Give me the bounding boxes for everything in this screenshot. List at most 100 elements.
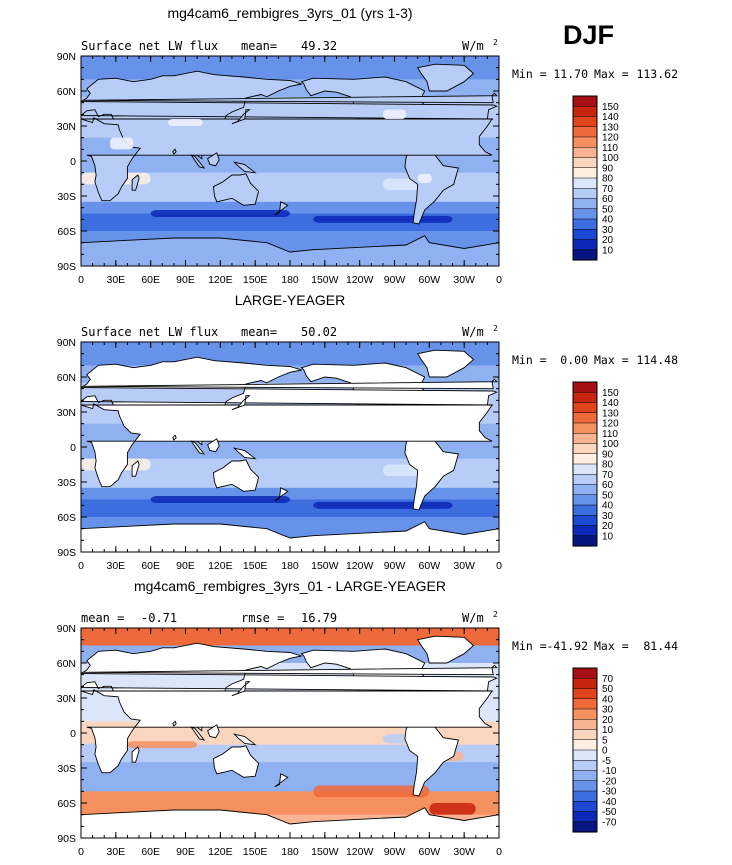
field-band (81, 172, 499, 180)
colorbar-label: -20 (602, 776, 617, 787)
field-patch (429, 803, 476, 815)
field-band (81, 447, 499, 454)
continent-india-lanka (172, 720, 177, 727)
colorbar-label: 150 (602, 388, 619, 399)
colorbar-cell (572, 422, 598, 434)
colorbar-label: -70 (602, 817, 617, 828)
x-tick-label: 0 (496, 274, 502, 286)
colorbar-label: 20 (602, 521, 614, 532)
colorbar-label: 10 (602, 245, 614, 256)
field-band (81, 353, 499, 361)
land-highlight (417, 173, 432, 184)
units-label: W/m (462, 611, 484, 625)
continent-uk (83, 378, 498, 390)
field-band (81, 73, 499, 80)
colorbar-label: 40 (602, 215, 614, 226)
y-tick-label: 30S (57, 763, 76, 775)
x-tick-label: 60W (419, 846, 441, 858)
colorbar-label: -5 (602, 756, 611, 767)
map-panel-3: mg4cam6_rembigres_3yrs_01 - LARGE-YEAGER… (57, 578, 678, 858)
x-tick-label: 30W (453, 846, 475, 858)
x-tick-label: 120W (346, 274, 374, 286)
field-band (81, 67, 499, 75)
field-patch (313, 215, 453, 223)
continent-sumatra (190, 154, 206, 169)
field-band (81, 511, 499, 518)
colorbar-label: -30 (602, 787, 617, 798)
colorbar-cell (572, 729, 598, 741)
colorbar-cell (572, 229, 598, 241)
x-tick-label: 90E (176, 846, 195, 858)
colorbar-label: 70 (602, 184, 614, 195)
continent-antarctica (81, 235, 499, 266)
colorbar-cell (572, 739, 598, 751)
y-tick-label: 60N (57, 86, 76, 98)
field-band (81, 201, 499, 209)
min-value: -41.92 (546, 639, 588, 653)
continent-new-guinea (232, 161, 257, 174)
y-tick-label: 90N (57, 623, 76, 635)
x-tick-label: 60E (141, 846, 160, 858)
header-left-value: -0.71 (141, 611, 177, 625)
colorbar-cell (572, 177, 598, 189)
colorbar-label: 100 (602, 439, 619, 450)
colorbar-cell (572, 749, 598, 761)
y-tick-label: 60S (57, 512, 76, 524)
colorbar-cell (572, 402, 598, 414)
colorbar-cell (572, 801, 598, 813)
colorbar-cell (572, 494, 598, 506)
season-label: DJF (563, 20, 614, 50)
colorbar-cell (572, 188, 598, 200)
colorbar-label: 50 (602, 684, 614, 695)
x-tick-label: 60E (141, 274, 160, 286)
colorbar-frame (572, 667, 598, 833)
colorbar-frame (572, 381, 598, 547)
x-tick-label: 30W (453, 274, 475, 286)
colorbar-cell (572, 504, 598, 516)
colorbar-cell (572, 126, 598, 138)
min-value: 11.70 (553, 67, 588, 81)
colorbar-cell (572, 688, 598, 700)
header-left-label: Surface net LW flux (81, 39, 218, 53)
field-band (81, 727, 499, 734)
colorbar-label: 120 (602, 419, 619, 430)
colorbar-cell (572, 790, 598, 802)
x-tick-label: 0 (496, 846, 502, 858)
field-band (81, 493, 499, 501)
colorbar-label: 10 (602, 725, 614, 736)
continent-new-zealand (274, 487, 289, 502)
continent-japan (231, 109, 251, 125)
continent-new-guinea (232, 447, 257, 460)
y-tick-label: 30S (57, 477, 76, 489)
y-tick-label: 0 (70, 728, 76, 740)
land-highlight (382, 109, 407, 119)
max-value: 113.62 (636, 67, 678, 81)
y-tick-label: 90S (57, 547, 76, 559)
colorbar-cell (572, 167, 598, 179)
colorbar-cell (572, 116, 598, 128)
max-value: 114.48 (636, 353, 678, 367)
continent-australia (212, 173, 260, 206)
field-band (81, 762, 499, 769)
map-panel-2: LARGE-YEAGER Surface net LW flux mean= 50.0… (57, 292, 678, 572)
field-band (81, 476, 499, 483)
field-band (81, 190, 499, 197)
x-tick-label: 30E (106, 846, 125, 858)
field-band (81, 791, 499, 798)
land-highlight (168, 119, 203, 126)
continent-antarctica (81, 807, 499, 838)
colorbar-cell (572, 780, 598, 792)
field-band (81, 738, 499, 746)
colorbar-cell (572, 760, 598, 772)
continent-greenland (416, 349, 475, 378)
x-tick-label: 120E (208, 560, 233, 572)
colorbar-cell (572, 392, 598, 404)
field-band (81, 219, 499, 226)
field-band (81, 785, 499, 792)
field-band (81, 213, 499, 220)
header-stat-label: mean= (241, 325, 277, 339)
field-band (81, 657, 499, 664)
colorbar-cell (572, 198, 598, 210)
field-band (81, 184, 499, 191)
